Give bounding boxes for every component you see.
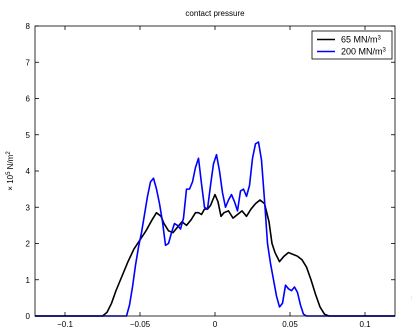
y-tick-label: 3: [26, 203, 31, 212]
y-axis-label: × 105 N/m2: [6, 151, 15, 191]
y-axis: 0 1 2 3 4 5 6 7 8: [26, 22, 395, 321]
x-tick-label: 0.1: [359, 320, 371, 328]
y-axis-label-prefix: × 10: [6, 174, 15, 190]
y-tick-label: 0: [26, 312, 31, 321]
series-line-0: [35, 193, 395, 317]
x-axis: −0.1 −0.05 0 0.05 0.1: [57, 26, 371, 328]
y-tick-label: 8: [26, 22, 31, 31]
y-axis-label-unit: N/m: [6, 154, 15, 171]
legend-label-200-text: 200 MN/m: [341, 47, 383, 57]
y-tick-label: 4: [26, 167, 31, 176]
x-tick-label: 0.05: [282, 320, 298, 328]
y-tick-label: 2: [26, 240, 31, 249]
series-layer: [35, 141, 395, 317]
side-note: ...: [408, 296, 414, 300]
chart-title: contact pressure: [185, 9, 245, 18]
legend-box: [311, 30, 393, 60]
x-tick-label: −0.1: [57, 320, 73, 328]
y-tick-label: 1: [26, 276, 31, 285]
x-tick-label: 0: [213, 320, 218, 328]
legend-label-65-sup: 3: [378, 36, 382, 42]
x-tick-label: −0.05: [130, 320, 151, 328]
y-axis-label-exponent: 5: [6, 171, 12, 175]
legend-label-200: 200 MN/m3: [341, 47, 387, 57]
y-tick-label: 5: [26, 131, 31, 140]
y-axis-label-unit-exponent: 2: [6, 151, 12, 155]
legend-label-200-sup: 3: [383, 48, 387, 54]
y-tick-label: 7: [26, 58, 31, 67]
legend: 65 MN/m3 200 MN/m3: [311, 30, 393, 60]
legend-label-65: 65 MN/m3: [341, 35, 382, 45]
legend-label-65-text: 65 MN/m: [341, 35, 378, 45]
y-tick-label: 6: [26, 95, 31, 104]
series-line-1: [35, 141, 395, 317]
